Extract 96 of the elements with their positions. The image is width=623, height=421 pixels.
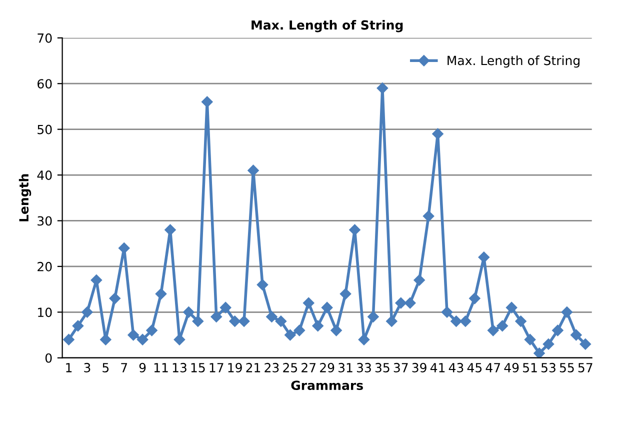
y-tick-label: 30 bbox=[38, 216, 52, 226]
point bbox=[534, 348, 545, 358]
chart-title: Max. Length of String bbox=[252, 20, 403, 32]
point bbox=[358, 334, 370, 346]
point bbox=[303, 297, 314, 309]
legend-label: Max. Length of String bbox=[448, 56, 580, 68]
x-tick-label: 35 bbox=[375, 362, 390, 372]
x-tick-label: 21 bbox=[246, 362, 260, 372]
point bbox=[376, 82, 388, 94]
point bbox=[330, 324, 342, 336]
point bbox=[164, 224, 176, 236]
x-tick-label: 31 bbox=[338, 362, 352, 372]
y-tick-label: 10 bbox=[38, 308, 52, 318]
point bbox=[312, 320, 324, 332]
point bbox=[386, 316, 398, 327]
x-tick-label: 55 bbox=[560, 363, 574, 372]
point bbox=[496, 320, 508, 332]
point bbox=[256, 279, 268, 290]
point bbox=[460, 316, 472, 327]
y-tick-label: 50 bbox=[38, 124, 52, 134]
point bbox=[552, 324, 564, 336]
point bbox=[469, 292, 480, 304]
x-tick-label: 11 bbox=[154, 363, 168, 372]
point bbox=[478, 252, 490, 263]
y-tick-label: 70 bbox=[38, 33, 52, 43]
point bbox=[542, 338, 554, 350]
point bbox=[340, 288, 352, 300]
point bbox=[146, 324, 158, 336]
x-tick-label: 13 bbox=[172, 362, 186, 372]
point bbox=[192, 316, 204, 327]
point bbox=[570, 329, 582, 341]
x-tick-label: 33 bbox=[356, 362, 371, 372]
x-tick-label: 49 bbox=[504, 362, 519, 372]
point bbox=[515, 316, 526, 327]
point bbox=[202, 96, 213, 108]
x-tick-label: 9 bbox=[139, 362, 146, 372]
point bbox=[432, 128, 444, 140]
point bbox=[136, 334, 148, 346]
x-tick-label: 29 bbox=[320, 362, 334, 372]
point bbox=[368, 311, 379, 322]
x-tick-label: 17 bbox=[210, 363, 224, 372]
x-tick-label: 1 bbox=[66, 363, 72, 372]
point bbox=[128, 329, 139, 341]
x-tick-label: 51 bbox=[523, 363, 537, 372]
point bbox=[82, 306, 93, 318]
point bbox=[155, 288, 167, 300]
x-tick-label: 39 bbox=[412, 362, 426, 372]
point bbox=[183, 306, 194, 318]
x-tick-label: 25 bbox=[283, 362, 298, 372]
x-axis-title: Grammars bbox=[291, 380, 363, 390]
point bbox=[321, 302, 333, 314]
point bbox=[266, 311, 278, 322]
point bbox=[561, 306, 573, 318]
point bbox=[414, 274, 425, 286]
point bbox=[220, 302, 232, 314]
point bbox=[524, 334, 536, 346]
point bbox=[422, 210, 434, 222]
point bbox=[238, 316, 250, 327]
x-tick-label: 15 bbox=[191, 363, 205, 372]
point bbox=[229, 316, 240, 327]
x-tick-label: 19 bbox=[228, 362, 242, 372]
x-tick-label: 37 bbox=[394, 362, 408, 372]
x-tick-label: 5 bbox=[102, 363, 109, 372]
x-tick-label: 23 bbox=[264, 362, 279, 372]
point bbox=[395, 297, 406, 309]
point bbox=[404, 297, 416, 309]
y-tick-label: 20 bbox=[38, 262, 52, 272]
point bbox=[506, 302, 518, 314]
point bbox=[488, 324, 499, 336]
point bbox=[294, 324, 306, 336]
point bbox=[450, 316, 462, 327]
point bbox=[174, 334, 186, 346]
x-tick-label: 47 bbox=[486, 363, 500, 372]
x-tick-label: 43 bbox=[448, 362, 464, 372]
y-tick-label: 40 bbox=[37, 170, 52, 180]
point bbox=[284, 329, 296, 341]
x-tick-label: 3 bbox=[84, 362, 90, 372]
point bbox=[349, 224, 360, 236]
x-tick-label: 27 bbox=[302, 362, 316, 372]
point bbox=[210, 311, 222, 322]
y-axis-title: Length bbox=[18, 174, 32, 222]
x-tick-label: 53 bbox=[542, 362, 556, 372]
x-tick-label: 45 bbox=[467, 363, 482, 372]
x-tick-label: 7 bbox=[121, 363, 128, 372]
point bbox=[441, 306, 453, 318]
point bbox=[275, 316, 287, 327]
point bbox=[248, 164, 259, 176]
point bbox=[118, 242, 130, 254]
point bbox=[72, 320, 84, 332]
point bbox=[580, 338, 591, 350]
y-tick-label: 0 bbox=[45, 353, 52, 363]
x-tick-label: 57 bbox=[578, 363, 592, 372]
x-tick-label: 41 bbox=[430, 363, 445, 372]
point bbox=[109, 292, 120, 304]
y-tick-label: 60 bbox=[38, 79, 52, 89]
point bbox=[63, 334, 74, 346]
